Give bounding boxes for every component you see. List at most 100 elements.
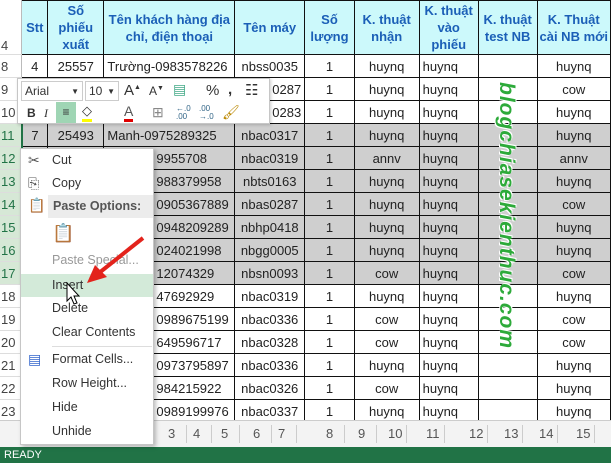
increase-font-icon[interactable]: A▲ (124, 82, 141, 99)
cell-vao[interactable]: huynq (418, 123, 479, 147)
cell-may[interactable]: nbac0336 (234, 353, 306, 377)
cell-test[interactable] (477, 353, 538, 377)
menu-item-row-height[interactable]: Row Height... (21, 372, 153, 395)
col-header-cai[interactable]: K. Thuật cài NB mới (536, 0, 611, 55)
row-header[interactable]: 8 (0, 54, 23, 78)
cell-may[interactable]: nbac0319 (234, 146, 306, 170)
cell-test[interactable] (477, 261, 538, 285)
cell-nhan[interactable]: huynq (353, 215, 420, 239)
row-header[interactable]: 12 (0, 146, 23, 170)
cell-may[interactable]: nbts0163 (234, 169, 306, 193)
cell-vao[interactable]: huynq (418, 169, 479, 193)
menu-item-unhide[interactable]: Unhide (21, 420, 153, 443)
cell-khach[interactable]: Manh-0975289325 (103, 123, 236, 147)
cell-nhan[interactable]: cow (353, 330, 420, 354)
cell-vao[interactable]: huynq (418, 238, 479, 262)
cell-sl[interactable]: 1 (304, 307, 355, 331)
cell-vao[interactable]: huynq (418, 399, 479, 423)
cell-vao[interactable]: huynq (418, 146, 479, 170)
cell-sl[interactable]: 1 (304, 123, 355, 147)
cell-sl[interactable]: 1 (304, 353, 355, 377)
col-header-nhan[interactable]: K. thuật nhận (353, 0, 420, 55)
col-header-stt[interactable]: Stt (21, 0, 49, 55)
row-header[interactable]: 13 (0, 169, 23, 193)
cell-cai[interactable]: huynq (536, 215, 611, 239)
cell-nhan[interactable]: cow (353, 376, 420, 400)
cell-stt[interactable]: 4 (21, 54, 49, 78)
cell-sl[interactable]: 1 (304, 54, 355, 78)
cell-may[interactable]: nbac0317 (234, 123, 306, 147)
cell-may[interactable]: nbac0328 (234, 330, 306, 354)
cell-cai[interactable]: annv (536, 146, 611, 170)
align-center-icon[interactable]: ≡ (56, 102, 76, 123)
cell-may[interactable]: nbas0287 (234, 192, 306, 216)
font-name-box[interactable]: Arial ▼ (21, 81, 83, 101)
cell-sl[interactable]: 1 (304, 238, 355, 262)
cell-nhan[interactable]: huynq (353, 284, 420, 308)
row-header[interactable]: 19 (0, 307, 23, 331)
font-size-box[interactable]: 10 ▼ (85, 81, 119, 101)
cell-sl[interactable]: 1 (304, 100, 355, 124)
cell-cai[interactable]: cow (536, 192, 611, 216)
font-color-button[interactable]: A (124, 103, 134, 122)
menu-item-copy[interactable]: ⎘ Copy (21, 172, 153, 195)
bold-button[interactable]: B (27, 106, 36, 120)
cell-cai[interactable]: huynq (536, 399, 611, 423)
cell-may[interactable]: nbgg0005 (234, 238, 306, 262)
cell-sl[interactable]: 1 (304, 284, 355, 308)
cell-sl[interactable]: 1 (304, 192, 355, 216)
cell-nhan[interactable]: huynq (353, 100, 420, 124)
cell-may[interactable]: nbac0337 (234, 399, 306, 423)
cell-vao[interactable]: huynq (418, 192, 479, 216)
accounting-format-icon[interactable]: ▤ (173, 81, 187, 97)
cell-cai[interactable]: cow (536, 330, 611, 354)
row-header[interactable]: 23 (0, 399, 23, 423)
row-header[interactable]: 15 (0, 215, 23, 239)
cell-cai[interactable]: huynq (536, 169, 611, 193)
borders-icon[interactable]: ⊞ (152, 104, 164, 120)
col-header-may[interactable]: Tên máy (234, 0, 306, 55)
merge-cells-icon[interactable]: ☷ (245, 82, 259, 99)
cell-sl[interactable]: 1 (304, 261, 355, 285)
cell-may[interactable]: nbhp0418 (234, 215, 306, 239)
col-header-vao[interactable]: K. thuật vào phiếu (418, 0, 479, 55)
italic-button[interactable]: I (44, 106, 48, 120)
menu-item-hide[interactable]: Hide (21, 396, 153, 419)
cell-test[interactable] (477, 399, 538, 423)
fill-color-icon[interactable]: ◇ (82, 103, 92, 122)
menu-item-cut[interactable]: ✂ Cut (21, 149, 153, 172)
cell-cai[interactable]: huynq (536, 353, 611, 377)
cell-khach[interactable]: Trường-0983578226 (103, 54, 236, 78)
percent-button[interactable]: % (206, 82, 220, 99)
cell-may[interactable]: nbac0326 (234, 376, 306, 400)
cell-vao[interactable]: huynq (418, 376, 479, 400)
cell-test[interactable] (477, 330, 538, 354)
cell-nhan[interactable]: huynq (353, 353, 420, 377)
row-header[interactable]: 21 (0, 353, 23, 377)
cell-test[interactable] (477, 238, 538, 262)
cell-phieu[interactable]: 25557 (47, 54, 105, 78)
row-header[interactable]: 9 (0, 77, 23, 101)
row-header[interactable]: 4 (0, 0, 23, 55)
cell-cai[interactable]: huynq (536, 54, 611, 78)
menu-item-delete[interactable]: Delete (21, 297, 153, 320)
col-header-test[interactable]: K. thuật test NB (477, 0, 538, 55)
comma-button[interactable]: , (228, 81, 233, 98)
row-header[interactable]: 14 (0, 192, 23, 216)
cell-may[interactable]: nbsn0093 (234, 261, 306, 285)
cell-vao[interactable]: huynq (418, 54, 479, 78)
increase-decimal-icon[interactable]: ←.0.00 (176, 104, 191, 121)
cell-vao[interactable]: huynq (418, 77, 479, 101)
cell-may[interactable]: nbss0035 (234, 54, 306, 78)
cell-vao[interactable]: huynq (418, 307, 479, 331)
cell-cai[interactable]: huynq (536, 238, 611, 262)
cell-nhan[interactable]: cow (353, 307, 420, 331)
cell-sl[interactable]: 1 (304, 77, 355, 101)
row-header[interactable]: 10 (0, 100, 23, 124)
cell-cai[interactable]: huynq (536, 123, 611, 147)
cell-vao[interactable]: huynq (418, 261, 479, 285)
cell-phieu[interactable]: 25493 (47, 123, 105, 147)
menu-item-format-cells[interactable]: ▤ Format Cells... (21, 348, 153, 371)
decrease-decimal-icon[interactable]: .00 →.0 (199, 104, 214, 121)
cell-test[interactable] (477, 284, 538, 308)
